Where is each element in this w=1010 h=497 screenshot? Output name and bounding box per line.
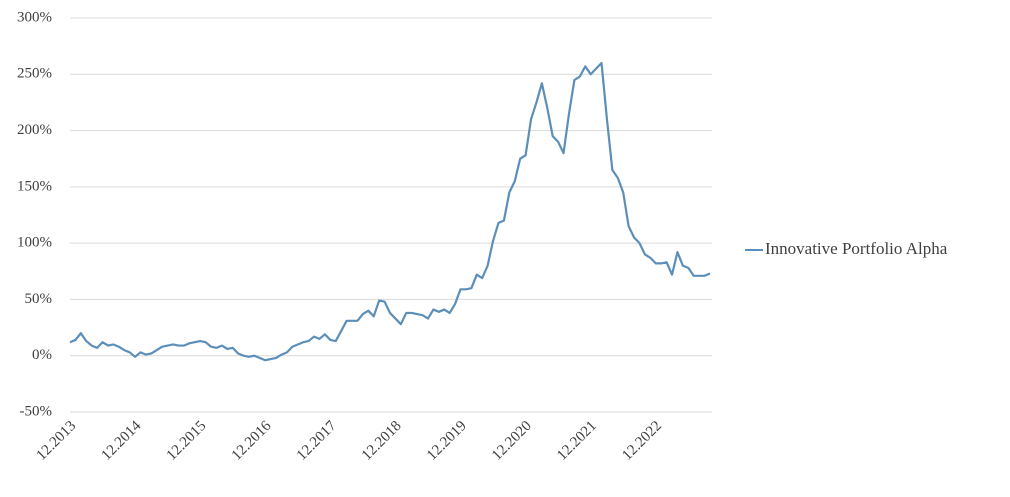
x-tick-label: 12.2015 (164, 418, 210, 464)
x-tick-label: 12.2021 (554, 418, 600, 464)
x-tick-label: 12.2017 (294, 418, 340, 464)
legend-label: Innovative Portfolio Alpha (765, 239, 948, 258)
x-tick-label: 12.2019 (424, 418, 470, 464)
x-tick-label: 12.2020 (489, 418, 535, 464)
y-tick-label: -50% (20, 403, 53, 419)
y-tick-label: 150% (17, 178, 52, 194)
y-tick-label: 0% (32, 347, 52, 363)
x-tick-label: 12.2016 (229, 418, 275, 464)
x-tick-label: 12.2013 (33, 418, 79, 464)
x-tick-label: 12.2018 (359, 418, 405, 464)
y-tick-label: 200% (17, 122, 52, 138)
series-line (69, 61, 711, 362)
y-tick-label: 100% (17, 235, 52, 251)
x-tick-label: 12.2022 (619, 418, 665, 464)
x-tick-label: 12.2014 (99, 418, 145, 464)
y-tick-label: 250% (17, 66, 52, 82)
y-tick-label: 300% (17, 9, 52, 25)
y-tick-label: 50% (25, 291, 53, 307)
